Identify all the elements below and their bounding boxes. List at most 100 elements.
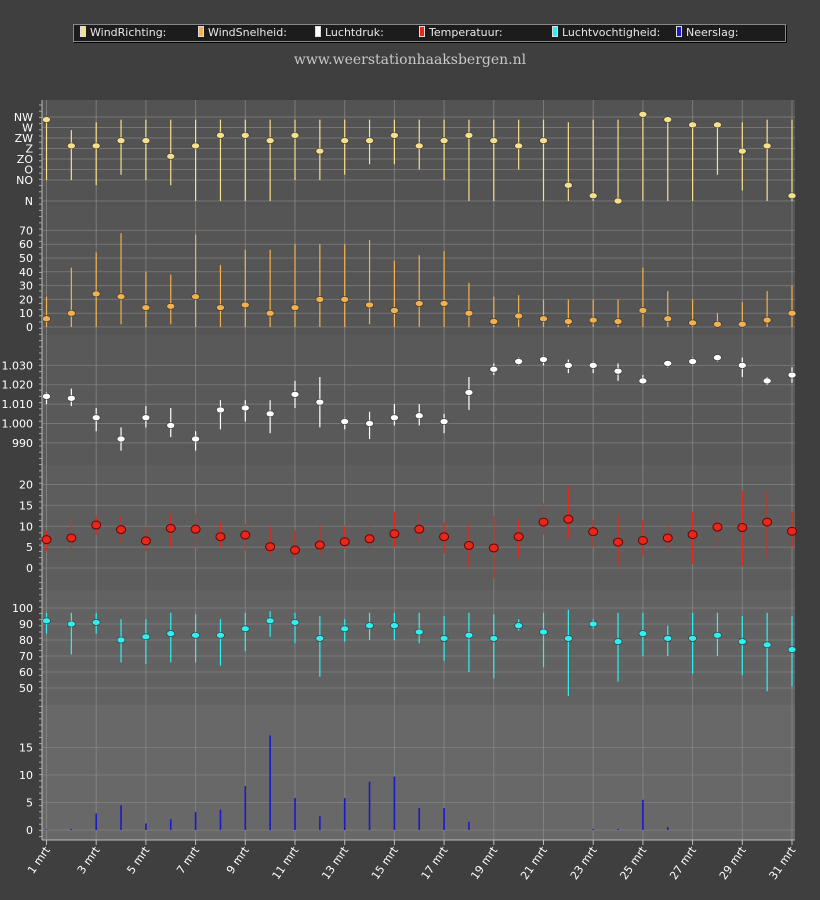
data-point [663, 635, 673, 642]
data-point [539, 356, 548, 363]
y-tick-label: 30 [19, 280, 33, 293]
precip-bar [393, 776, 396, 830]
data-point [91, 290, 101, 298]
data-point [613, 197, 623, 205]
data-point [315, 398, 325, 406]
y-tick-label: 10 [19, 307, 33, 320]
data-point [216, 406, 225, 414]
y-tick-label: W [22, 122, 33, 135]
legend-swatch [676, 26, 682, 37]
data-point [166, 302, 176, 310]
data-point [489, 635, 499, 642]
data-point [215, 532, 226, 542]
precip-bar [145, 823, 147, 830]
precip-bar [443, 808, 445, 830]
data-point [67, 620, 76, 628]
data-point [737, 638, 747, 645]
data-point [191, 631, 200, 639]
y-tick-label: 20 [19, 293, 33, 306]
legend-swatch [419, 26, 425, 37]
legend-swatch [198, 26, 204, 37]
data-point [588, 316, 598, 324]
x-tick-label: 31 mrt [767, 844, 799, 882]
y-tick-label: 0 [26, 562, 33, 575]
legend-label: Luchtvochtigheid: [562, 26, 661, 39]
data-point [389, 529, 400, 539]
legend-swatch [552, 26, 558, 37]
data-point [787, 371, 797, 379]
data-point [116, 293, 126, 300]
legend-item-neerslag: Neerslag: [676, 26, 739, 39]
y-tick-label: 0 [26, 321, 33, 334]
data-point [364, 534, 375, 544]
y-tick-label: 80 [19, 634, 33, 647]
y-tick-label: 60 [19, 238, 33, 251]
data-point [712, 522, 723, 532]
precip-bar [269, 735, 271, 830]
data-point [365, 420, 374, 427]
y-tick-label: 15 [19, 742, 33, 755]
data-point [439, 635, 449, 642]
data-point [365, 301, 374, 309]
data-point [390, 414, 399, 421]
data-point [42, 393, 51, 400]
y-tick-label: 70 [19, 224, 33, 237]
data-point [787, 526, 797, 536]
data-point [713, 631, 722, 639]
legend-swatch [80, 26, 86, 37]
data-point [67, 142, 76, 150]
precip-bar [592, 828, 594, 830]
data-point [687, 530, 698, 540]
precip-bar [319, 816, 321, 830]
panel-bg-2 [42, 335, 795, 465]
data-point [290, 391, 300, 398]
data-point [91, 619, 101, 626]
data-point [91, 414, 101, 421]
data-point [42, 617, 51, 625]
data-point [737, 147, 747, 155]
data-point [787, 646, 797, 653]
data-point [588, 527, 599, 537]
data-point [290, 132, 300, 139]
x-tick-label: 25 mrt [617, 844, 649, 882]
y-tick-label: NW [14, 111, 33, 124]
y-tick-label: 100 [12, 602, 33, 615]
y-tick-label: 10 [19, 520, 33, 533]
data-point [390, 307, 399, 314]
data-point [638, 111, 648, 118]
data-point [390, 622, 399, 629]
y-tick-label: 15 [19, 499, 33, 512]
data-point [564, 362, 573, 369]
data-point [737, 523, 748, 533]
data-point [116, 137, 126, 144]
data-point [340, 418, 350, 425]
data-point [315, 147, 325, 155]
data-point [762, 316, 772, 324]
data-point [688, 319, 697, 327]
data-point [365, 622, 374, 629]
data-point [216, 132, 225, 139]
data-point [489, 137, 499, 144]
data-point [190, 524, 201, 534]
x-tick-label: 9 mrt [224, 844, 252, 877]
data-point [414, 300, 424, 307]
y-tick-label: 60 [19, 666, 33, 679]
data-point [564, 635, 573, 642]
data-point [42, 116, 51, 123]
data-point [140, 536, 151, 546]
data-point [216, 304, 225, 311]
data-point [538, 517, 549, 527]
data-point [41, 535, 52, 545]
data-point [340, 296, 350, 303]
data-point [588, 362, 598, 369]
legend: WindRichting: WindSnelheid: Luchtdruk: Temp… [73, 24, 786, 42]
panel-bg-1 [42, 205, 795, 335]
data-point [315, 296, 325, 303]
data-point [42, 315, 51, 323]
precip-bar [194, 811, 197, 830]
data-point [414, 412, 424, 420]
x-tick-label: 19 mrt [468, 844, 500, 882]
data-point [314, 540, 325, 550]
data-point [637, 535, 648, 545]
